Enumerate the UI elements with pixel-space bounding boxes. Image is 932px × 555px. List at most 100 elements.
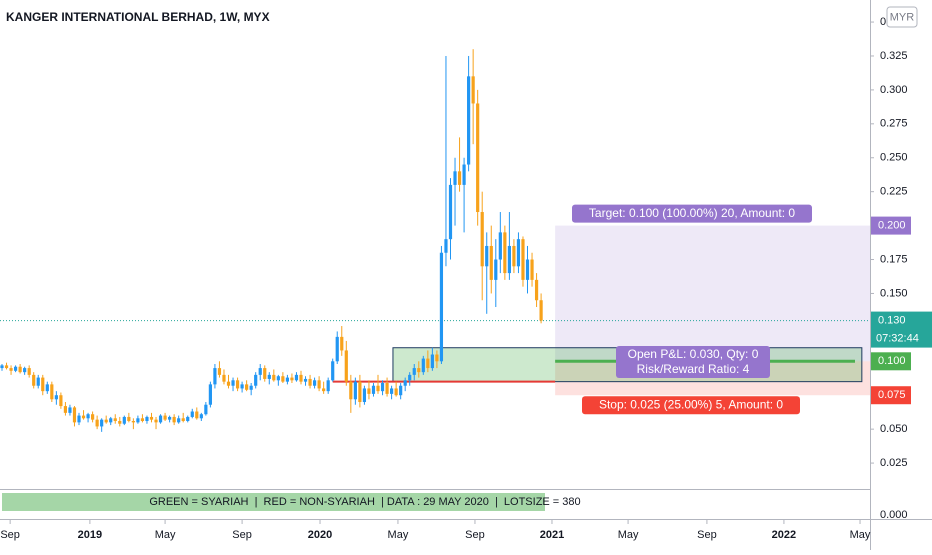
x-tick-label: Sep — [232, 529, 252, 541]
candle-body — [127, 416, 131, 422]
y-tick-label: 0.225 — [880, 186, 908, 198]
info-banner — [2, 493, 545, 511]
pnl-label-box — [616, 346, 770, 378]
candle-body — [435, 354, 439, 362]
candle-body — [181, 418, 185, 422]
x-tick-label: 2019 — [78, 529, 102, 541]
candle-body — [539, 300, 543, 321]
candle-body — [530, 259, 534, 280]
candle-body — [263, 368, 267, 379]
last-price-badge — [871, 311, 932, 348]
stop-label: Stop: 0.025 (25.00%) 5, Amount: 0 — [599, 397, 783, 411]
candle-body — [36, 377, 40, 386]
candle-body — [421, 358, 425, 373]
candle-body — [358, 381, 362, 403]
candle-body — [158, 415, 163, 423]
candle-body — [18, 366, 22, 373]
x-tick-label: 2020 — [308, 529, 332, 541]
x-tick-label: May — [155, 529, 176, 541]
candle-body — [331, 361, 335, 381]
y-tick-label: 0.275 — [880, 118, 908, 130]
candle-body — [199, 414, 203, 419]
candle-body — [208, 384, 212, 405]
candle-body — [340, 336, 344, 351]
candle-body — [226, 381, 231, 386]
x-tick-label: Sep — [465, 529, 485, 541]
info-banner-text: GREEN = SYARIAH | RED = NON-SYARIAH | DA… — [149, 496, 580, 508]
candle-body — [240, 384, 244, 389]
level-badge-label: 0.200 — [878, 220, 906, 232]
candle-body — [335, 336, 339, 362]
currency-label[interactable]: MYR — [890, 11, 915, 23]
candle-body — [59, 395, 63, 407]
candle-body — [453, 171, 457, 185]
pnl-label: Open P&L: 0.030, Qty: 0 — [628, 347, 759, 361]
candle-body — [512, 245, 516, 267]
candle-body — [380, 383, 385, 392]
candle-body — [426, 358, 430, 369]
candle-body — [485, 245, 489, 267]
candle-body — [317, 380, 321, 389]
level-badge-label: 0.075 — [878, 389, 906, 401]
candle-body — [204, 404, 208, 415]
candle-body — [118, 421, 122, 424]
candle-body — [498, 232, 502, 260]
y-tick-label: 0.175 — [880, 253, 908, 265]
candle-body — [86, 414, 90, 419]
candle-body — [104, 419, 108, 423]
last-price-label: 0.130 — [878, 314, 906, 326]
candle-body — [100, 419, 104, 427]
y-tick-label: 0 — [880, 16, 886, 28]
candle-body — [190, 411, 194, 417]
candle-body — [353, 381, 357, 400]
candle-body — [131, 421, 135, 423]
candle-body — [507, 245, 511, 274]
candle-body — [476, 103, 480, 213]
y-tick-label: 0.325 — [880, 50, 908, 62]
candle-body — [349, 381, 353, 400]
candle-body — [177, 418, 181, 423]
y-tick-label: 0.250 — [880, 152, 908, 164]
candle-body — [72, 407, 77, 423]
candle-body — [412, 368, 416, 375]
candle-body — [408, 374, 412, 381]
candle-body — [186, 416, 190, 422]
candle-body — [109, 418, 113, 423]
candle-body — [50, 384, 54, 400]
y-tick-label: 0.050 — [880, 423, 908, 435]
candle-body — [367, 388, 371, 394]
level-badge-label: 0.100 — [878, 355, 906, 367]
candle-body — [521, 239, 525, 280]
candle-body — [231, 380, 235, 386]
candle-body — [90, 414, 95, 420]
candle-body — [312, 380, 317, 386]
candle-body — [322, 388, 326, 392]
candle-body — [371, 385, 376, 394]
candle-body — [525, 259, 530, 280]
y-tick-label: 0.150 — [880, 287, 908, 299]
candle-body — [471, 76, 475, 104]
target-label: Target: 0.100 (100.00%) 20, Amount: 0 — [589, 206, 795, 220]
candle-body — [249, 385, 253, 390]
candle-body — [163, 415, 167, 420]
level-badge — [871, 352, 911, 371]
target-zone — [555, 225, 870, 362]
candle-body — [235, 380, 240, 389]
candle-body — [376, 385, 380, 392]
currency-badge[interactable] — [886, 6, 918, 28]
candle-body — [385, 383, 389, 394]
candle-body — [448, 184, 453, 240]
candle-body — [276, 376, 280, 381]
candle-body — [172, 416, 176, 423]
candle-body — [222, 374, 226, 382]
candle-body — [362, 388, 367, 403]
candle-body — [399, 385, 403, 396]
y-tick-label: 0.300 — [880, 84, 908, 96]
candle-body — [294, 374, 299, 381]
candle-body — [444, 239, 448, 253]
candle-body — [23, 368, 27, 373]
candle-body — [77, 415, 81, 423]
pnl-label-2: Risk/Reward Ratio: 4 — [637, 362, 750, 376]
candle-body — [267, 374, 271, 379]
